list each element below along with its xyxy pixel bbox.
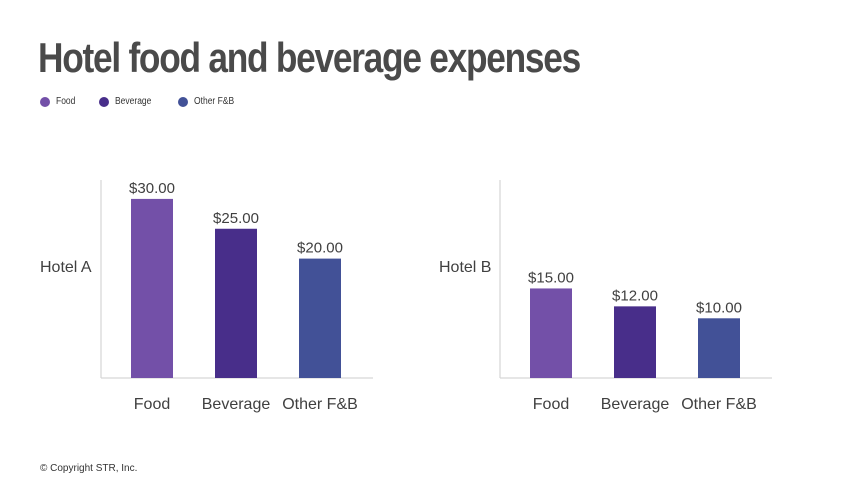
chart-2-data-label-food: $15.00 [528,269,574,286]
chart-2-bar-other-f-b [698,318,740,378]
legend-label-other-fb: Other F&B [193,96,234,107]
legend-label-beverage: Beverage [114,96,152,107]
chart-2-bar-food [530,288,572,378]
copyright: © Copyright STR, Inc. [40,463,138,474]
legend-item-food: Food [40,96,79,107]
chart-2-tick-label-other-f-b: Other F&B [681,396,757,413]
legend-item-other-fb: Other F&B [177,96,241,107]
page-title: Hotel food and beverage expenses [38,34,581,81]
chart-2-bar-beverage [614,306,656,378]
chart-1-bar-other-f-b [299,258,341,378]
chart-1-bar-beverage [215,228,257,378]
legend-label-food: Food [56,96,76,107]
legend-swatch-other-fb [177,96,188,107]
legend-item-beverage: Beverage [98,96,158,107]
chart-1-tick-label-beverage: Beverage [202,396,271,413]
chart-1-data-label-beverage: $25.00 [213,210,259,227]
chart-2-tick-label-beverage: Beverage [601,396,670,413]
chart-1-y-label: Hotel A [40,259,92,276]
chart-1-tick-label-food: Food [134,396,170,413]
chart-2-data-label-beverage: $12.00 [612,287,658,304]
chart-1-bar-food [131,198,173,378]
chart-1-data-label-food: $30.00 [129,180,175,197]
chart-1-data-label-other-f-b: $20.00 [297,240,343,257]
chart-2-data-label-other-f-b: $10.00 [696,299,742,316]
legend-swatch-beverage [98,96,109,107]
chart-1-tick-label-other-f-b: Other F&B [282,396,358,413]
chart-2-tick-label-food: Food [533,396,569,413]
legend: Food Beverage Other F&B [40,96,241,107]
legend-swatch-food [40,96,50,107]
chart-2-y-label: Hotel B [439,259,491,276]
